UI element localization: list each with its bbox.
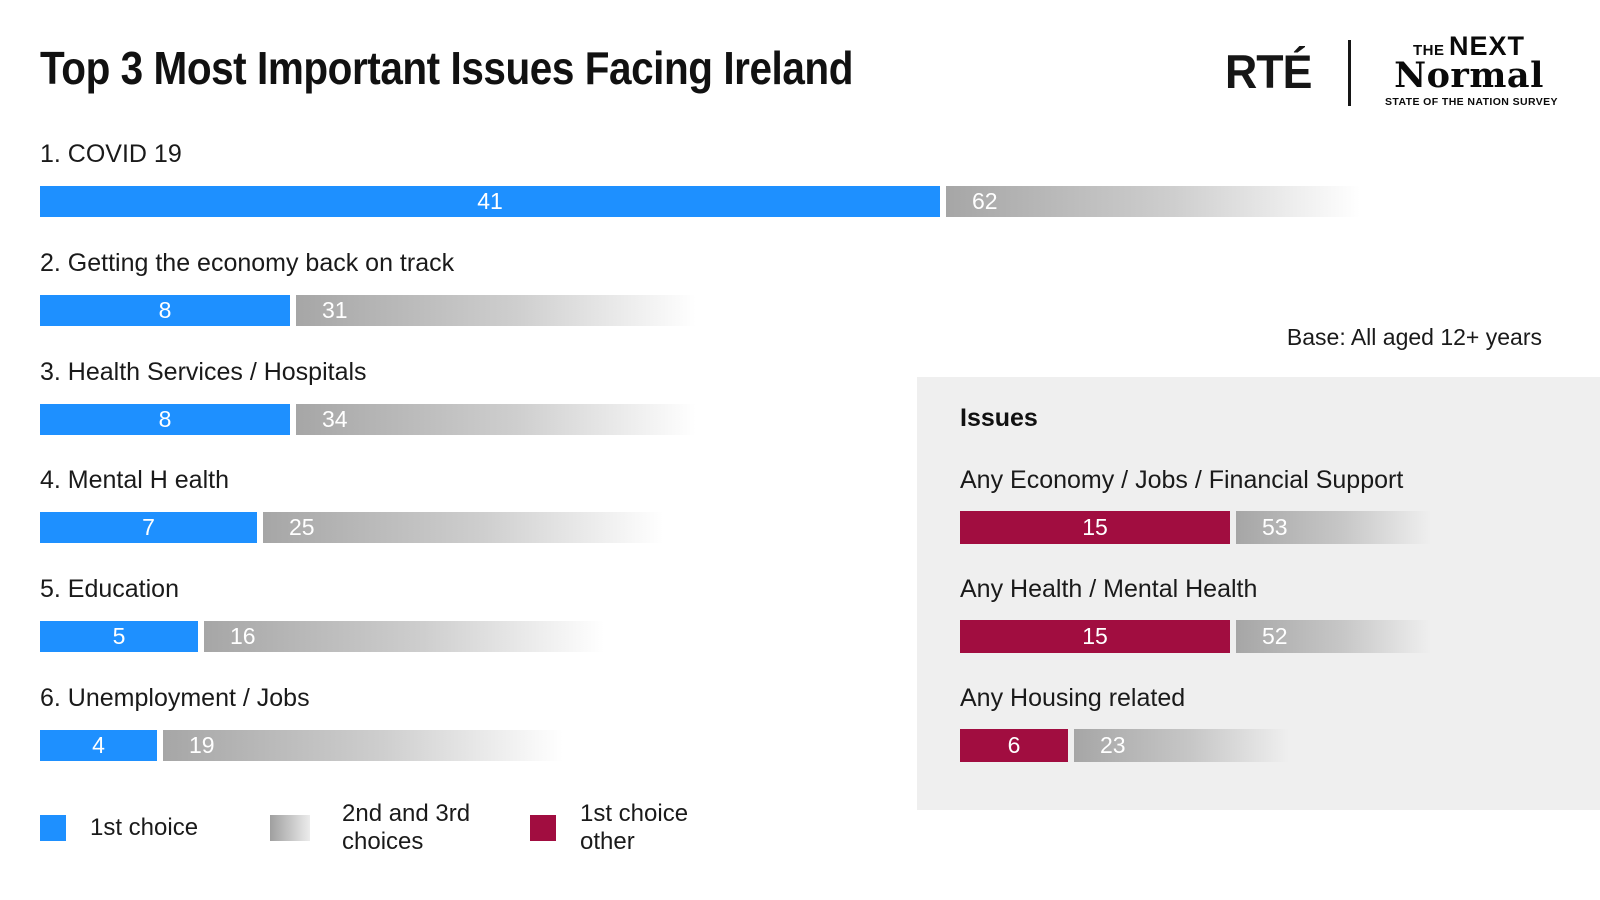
secondary-choices-bar: 62: [946, 186, 1360, 217]
bar-value: 19: [189, 732, 215, 758]
issue-label: 1. COVID 19: [40, 140, 182, 168]
bar-value: 53: [1262, 514, 1288, 540]
logo-word-the: THE: [1413, 42, 1445, 59]
first-choice-bar: 5: [40, 621, 198, 652]
secondary-choices-bar: 52: [1236, 620, 1431, 653]
bar-value: 16: [230, 623, 256, 649]
secondary-choices-swatch-icon: [270, 815, 310, 841]
issue-label: 4. Mental H ealth: [40, 466, 229, 494]
bar-value: 62: [972, 188, 998, 214]
bar-value: 8: [158, 297, 172, 323]
issue-label: Any Economy / Jobs / Financial Support: [960, 466, 1404, 494]
first-choice-swatch-icon: [40, 815, 66, 841]
bar-value: 31: [322, 297, 348, 323]
legend-item-first-choice-other: 1st choice other: [530, 797, 695, 859]
legend-item-secondary-choices: 2nd and 3rd choices: [270, 797, 477, 859]
secondary-choices-bar: 19: [163, 730, 563, 761]
bar-value: 23: [1100, 732, 1126, 758]
issue-label: Any Health / Mental Health: [960, 575, 1258, 603]
base-note: Base: All aged 12+ years: [1286, 324, 1542, 350]
legend-label: 1st choice other: [580, 800, 689, 855]
secondary-choices-bar: 23: [1074, 729, 1289, 762]
bar-value: 25: [289, 514, 315, 540]
page-title: Top 3 Most Important Issues Facing Irela…: [40, 42, 853, 94]
bar-value: 8: [158, 406, 172, 432]
issue-label: 3. Health Services / Hospitals: [40, 358, 367, 386]
bar-value: 4: [92, 732, 105, 758]
secondary-choices-bar: 16: [204, 621, 604, 652]
secondary-choices-bar: 25: [263, 512, 663, 543]
first-choice-bar: 8: [40, 295, 290, 326]
secondary-choices-bar: 34: [296, 404, 696, 435]
first-choice-bar: 41: [40, 186, 940, 217]
bar-value: 5: [112, 623, 126, 649]
legend-label: 2nd and 3rd choices: [342, 800, 471, 855]
issue-label: 6. Unemployment / Jobs: [40, 684, 310, 712]
issue-label: Any Housing related: [960, 684, 1186, 712]
issue-label: 5. Education: [40, 575, 179, 603]
bar-value: 6: [1007, 732, 1021, 758]
bar-value: 15: [1082, 514, 1108, 540]
first-choice-other-bar: 15: [960, 620, 1230, 653]
rte-logo: RTÉ: [1225, 45, 1312, 98]
legend-label: 1st choice: [90, 814, 199, 841]
first-choice-bar: 4: [40, 730, 157, 761]
logo-tagline: STATE OF THE NATION SURVEY: [1385, 96, 1558, 108]
bar-value: 41: [477, 188, 503, 214]
next-normal-logo: THE NEXT Normal STATE OF THE NATION SURV…: [1385, 33, 1558, 109]
bar-value: 7: [142, 514, 155, 540]
secondary-choices-bar: 53: [1236, 511, 1431, 544]
legend-item-first-choice: 1st choice: [40, 797, 220, 859]
issues-panel-title: Issues: [960, 404, 1038, 432]
logo-word-normal: Normal: [1394, 55, 1544, 96]
next-normal-logo-line1: THE NEXT: [1385, 33, 1553, 60]
first-choice-other-swatch-icon: [530, 815, 556, 841]
issue-label: 2. Getting the economy back on track: [40, 249, 455, 277]
first-choice-bar: 7: [40, 512, 257, 543]
bar-value: 15: [1082, 623, 1108, 649]
bar-value: 52: [1262, 623, 1288, 649]
logo-divider: [1348, 40, 1351, 106]
first-choice-bar: 8: [40, 404, 290, 435]
first-choice-other-bar: 6: [960, 729, 1068, 762]
first-choice-other-bar: 15: [960, 511, 1230, 544]
logo-word-next: NEXT: [1448, 31, 1525, 61]
secondary-choices-bar: 31: [296, 295, 696, 326]
bar-value: 34: [322, 406, 348, 432]
